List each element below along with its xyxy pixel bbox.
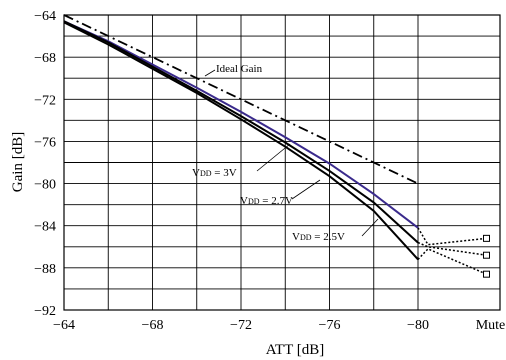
x-tick-label: −64 bbox=[53, 318, 75, 333]
y-tick-label: −88 bbox=[34, 262, 56, 277]
plot-frame bbox=[63, 14, 501, 311]
y-tick-label: −64 bbox=[34, 9, 56, 24]
series-line-0 bbox=[63, 14, 419, 185]
x-axis-label: ATT [dB] bbox=[266, 342, 324, 358]
x-tick-label-mute: Mute bbox=[476, 318, 506, 333]
mute-point-marker bbox=[483, 234, 490, 242]
y-tick-label: −72 bbox=[34, 93, 56, 108]
annotation-ideal-gain: Ideal Gain bbox=[204, 63, 263, 77]
series-layer bbox=[63, 14, 490, 278]
annotation-ideal-gain-label: Ideal Gain bbox=[216, 63, 263, 75]
x-tick-label: −80 bbox=[407, 318, 429, 333]
series-line-3 bbox=[63, 21, 419, 261]
annotation-vdd-2-7v-label: VDD = 2.7V bbox=[240, 195, 293, 207]
series-mute-link-1 bbox=[417, 227, 487, 246]
x-tick-label: −68 bbox=[142, 318, 164, 333]
annotation-vdd-3v: VDD = 3V bbox=[192, 143, 291, 179]
y-tick-label: −92 bbox=[34, 304, 56, 319]
y-tick-label: −84 bbox=[34, 220, 56, 235]
x-tick-label: −76 bbox=[319, 318, 341, 333]
y-tick-label: −80 bbox=[34, 178, 56, 193]
series-mute-link-2 bbox=[417, 241, 487, 256]
y-axis-label: Gain [dB] bbox=[10, 132, 26, 192]
series-line-1 bbox=[63, 20, 419, 229]
x-tick-label: −72 bbox=[230, 318, 252, 333]
y-tick-label: −68 bbox=[34, 51, 56, 66]
tick-labels: −64 −68 −72 −76 −80 Mute −64 −68 −72 −76 −80 −84 −88… bbox=[34, 9, 505, 333]
annotation-vdd-2-5v-label: VDD = 2.5V bbox=[292, 231, 345, 243]
y-tick-label: −76 bbox=[34, 135, 56, 150]
grid-lines bbox=[63, 14, 500, 311]
series-mute-link-3 bbox=[417, 247, 487, 275]
series-line-2 bbox=[63, 20, 419, 244]
mute-point-marker bbox=[483, 270, 490, 278]
mute-point-marker bbox=[483, 251, 490, 259]
annotation-vdd-2-5v: VDD = 2.5V bbox=[292, 218, 379, 243]
annotation-vdd-3v-label: VDD = 3V bbox=[192, 167, 237, 179]
annotation-vdd-2-7v: VDD = 2.7V bbox=[240, 179, 321, 207]
